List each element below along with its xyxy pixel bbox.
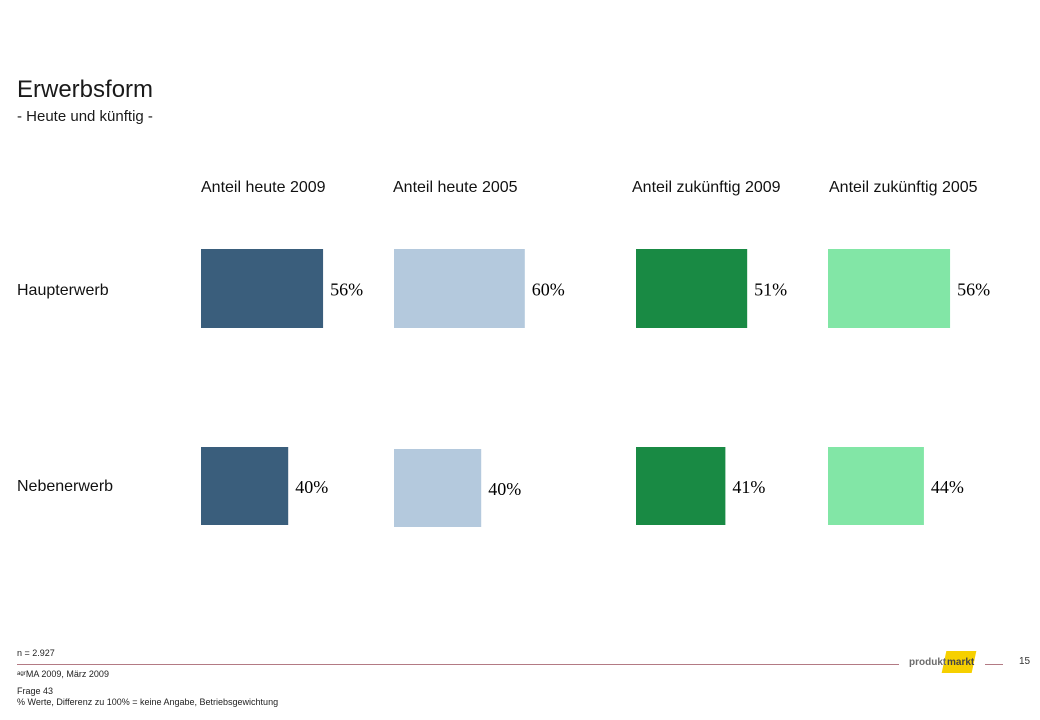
- value-label-3-1: 51%: [754, 280, 787, 300]
- footer-divider-right: [985, 664, 1003, 665]
- bar-3-1: [636, 249, 748, 328]
- page-number: 15: [1019, 656, 1031, 667]
- column-header-zukuenftig-2009: Anteil zukünftig 2009: [632, 179, 781, 196]
- column-header-zukuenftig-2005: Anteil zukünftig 2005: [829, 179, 978, 196]
- sample-size: n = 2.927: [17, 648, 55, 658]
- value-label-3-2: 41%: [732, 477, 765, 497]
- value-label-4-1: 56%: [957, 280, 990, 300]
- value-label-2-1: 60%: [532, 280, 565, 300]
- bar-3-2: [636, 447, 726, 525]
- bar-2-1: [394, 249, 525, 328]
- footer-divider: [17, 664, 899, 665]
- bar-4-1: [828, 249, 951, 328]
- row-label-haupterwerb: Haupterwerb: [17, 282, 109, 299]
- bar-1-1: [201, 249, 324, 328]
- value-label-1-2: 40%: [295, 477, 328, 497]
- bar-2-2: [394, 449, 482, 527]
- column-header-heute-2005: Anteil heute 2005: [393, 179, 518, 196]
- logo-text-left: produkt: [909, 657, 947, 668]
- bar-1-2: [201, 447, 289, 525]
- page-title: Erwerbsform: [17, 76, 154, 103]
- source-note: ᵃᵍʳMA 2009, März 2009: [17, 669, 109, 679]
- produktmarkt-logo: produkt markt: [905, 651, 977, 673]
- footnote: % Werte, Differenz zu 100% = keine Angab…: [17, 697, 279, 707]
- value-label-2-2: 40%: [488, 479, 521, 499]
- page-subtitle: - Heute und künftig -: [17, 108, 153, 125]
- value-label-1-1: 56%: [330, 280, 363, 300]
- row-label-nebenerwerb: Nebenerwerb: [17, 478, 114, 495]
- value-label-4-2: 44%: [931, 477, 964, 497]
- bar-4-2: [828, 447, 924, 525]
- column-header-heute-2009: Anteil heute 2009: [201, 179, 326, 196]
- question-note: Frage 43: [17, 686, 54, 696]
- logo-text-right: markt: [947, 657, 975, 668]
